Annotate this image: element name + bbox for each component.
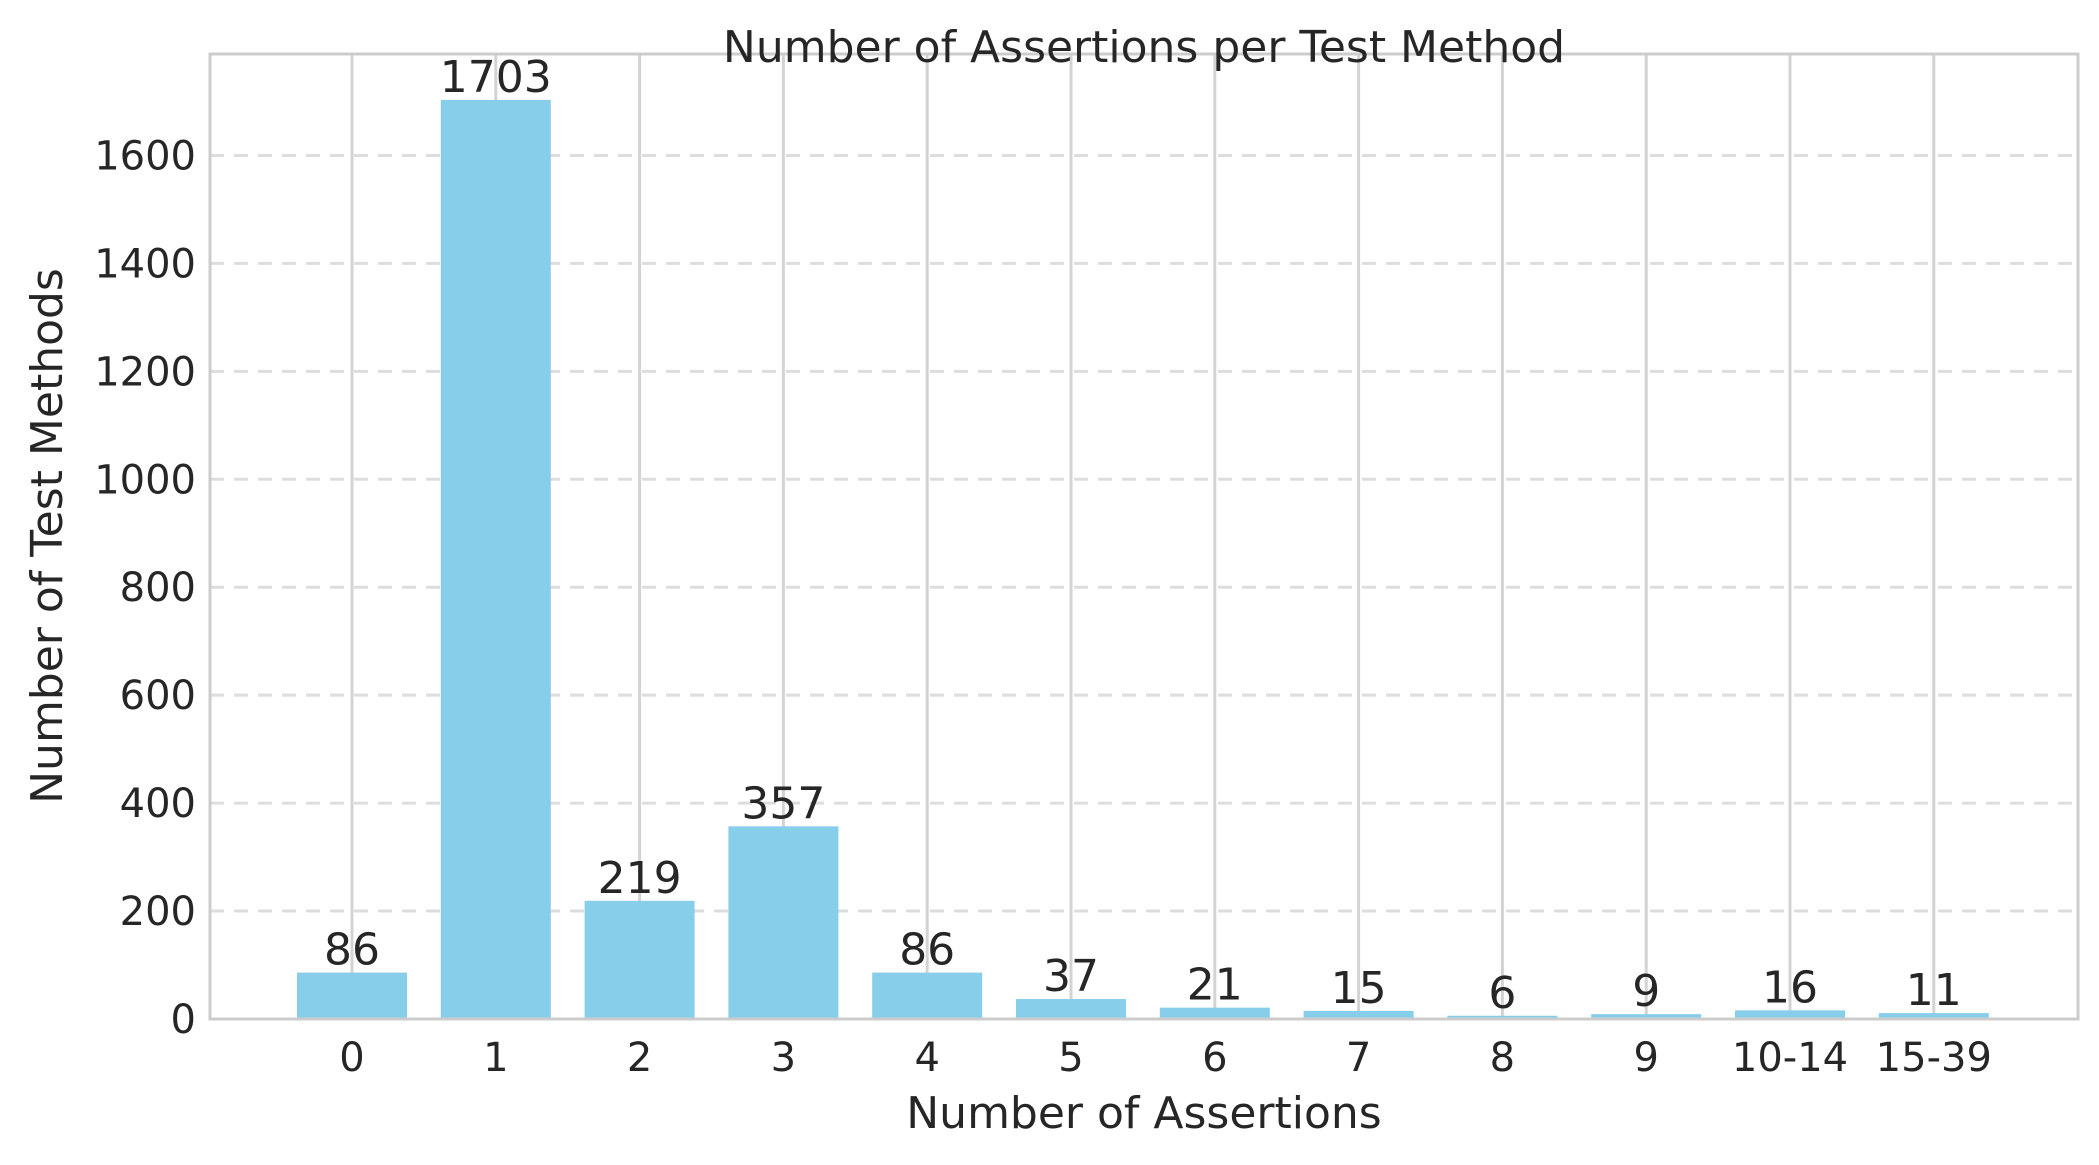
plot-frame <box>208 52 2080 1021</box>
x-tick-label: 10-14 <box>1732 1035 1848 1081</box>
y-tick-label: 1400 <box>94 241 196 287</box>
x-tick-label: 4 <box>914 1035 939 1081</box>
bar <box>1735 1010 1845 1019</box>
y-tick-label: 1000 <box>94 457 196 503</box>
x-tick-label: 1 <box>483 1035 508 1081</box>
bar <box>1591 1014 1702 1019</box>
x-tick-label: 8 <box>1490 1035 1515 1081</box>
bar-value-label: 11 <box>1906 965 1962 1016</box>
x-tick-label: 2 <box>627 1035 652 1081</box>
bar <box>1303 1010 1414 1019</box>
bar <box>872 972 983 1019</box>
bar-value-label: 37 <box>1043 951 1099 1002</box>
bar-value-label: 15 <box>1331 963 1387 1014</box>
y-tick-label: 600 <box>120 673 196 719</box>
bar-value-label: 21 <box>1187 960 1243 1011</box>
y-tick-label: 1200 <box>94 349 196 395</box>
x-axis-label: Number of Assertions <box>906 1088 1381 1139</box>
y-tick-label: 1600 <box>94 133 196 179</box>
y-axis-label: Number of Test Methods <box>22 268 73 804</box>
bar-value-label: 86 <box>324 925 380 976</box>
y-tick-label: 400 <box>120 781 196 827</box>
bar <box>297 972 407 1019</box>
x-tick-label: 6 <box>1202 1035 1227 1081</box>
x-tick-label: 3 <box>771 1035 796 1081</box>
bar-value-label: 357 <box>741 778 825 829</box>
bar-value-label: 86 <box>899 925 955 976</box>
x-tick-label: 0 <box>339 1035 364 1081</box>
bar <box>1878 1013 1989 1019</box>
chart-title: Number of Assertions per Test Method <box>723 22 1565 73</box>
bar <box>1016 999 1126 1019</box>
bar-value-label: 6 <box>1488 968 1516 1019</box>
bar-value-label: 9 <box>1632 966 1660 1017</box>
bar <box>1159 1007 1270 1019</box>
bar-value-label: 1703 <box>440 52 552 103</box>
y-tick-label: 200 <box>120 889 196 935</box>
bar-value-label: 219 <box>598 853 682 904</box>
y-tick-label: 0 <box>171 997 196 1043</box>
bar <box>728 826 839 1019</box>
x-tick-label: 9 <box>1633 1035 1658 1081</box>
y-tick-label: 800 <box>120 565 196 611</box>
x-tick-label: 15-39 <box>1876 1035 1992 1081</box>
x-tick-label: 7 <box>1346 1035 1371 1081</box>
bar-value-label: 16 <box>1762 962 1818 1013</box>
bar <box>584 900 695 1019</box>
bar <box>1447 1015 1558 1019</box>
x-tick-label: 5 <box>1058 1035 1083 1081</box>
labels-layer: 0200400600800100012001400160008611703221… <box>94 52 1992 1081</box>
bars-layer <box>297 99 1989 1019</box>
bar <box>440 99 551 1019</box>
